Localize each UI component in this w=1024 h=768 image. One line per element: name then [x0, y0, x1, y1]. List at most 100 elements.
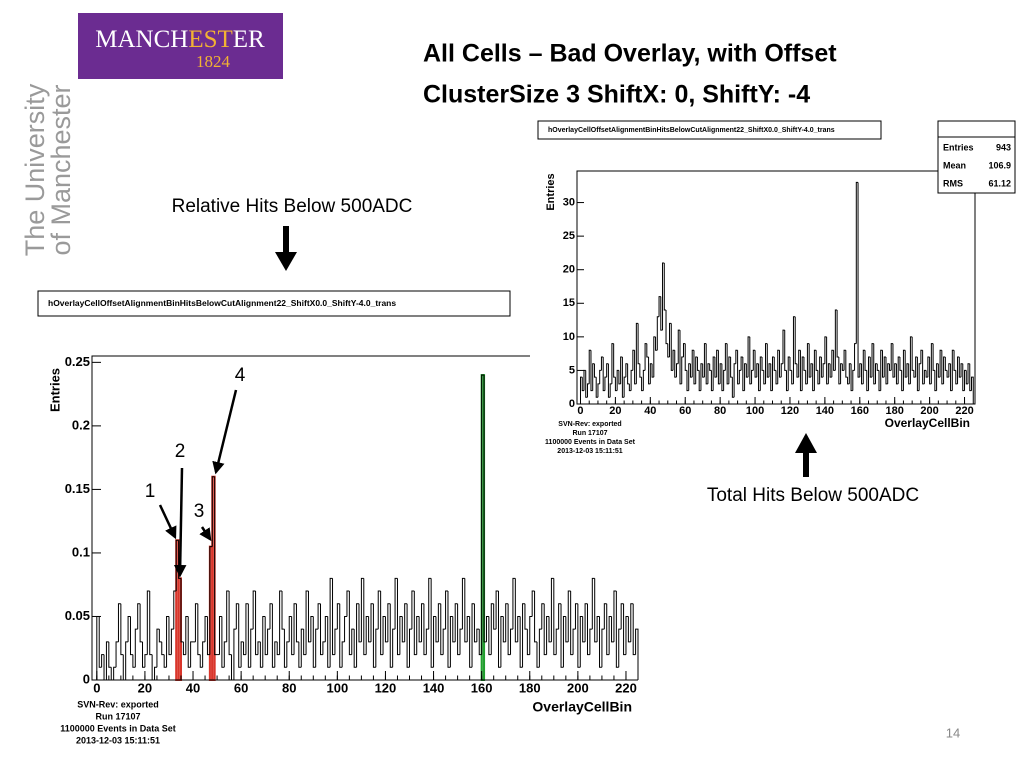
histogram-bin — [464, 578, 468, 643]
histogram-bin — [628, 383, 632, 392]
histogram-bin — [320, 603, 323, 656]
histogram-bin — [789, 356, 792, 371]
histogram-bin — [611, 343, 614, 384]
histogram-bin — [705, 343, 708, 385]
histogram-bin — [447, 591, 451, 668]
histogram-bin — [584, 603, 588, 642]
histogram-bin — [709, 363, 712, 371]
histogram-title: hOverlayCellOffsetAlignmentBinHitsBelowC… — [48, 298, 396, 308]
histogram-bin — [567, 590, 571, 642]
histogram-bin — [824, 336, 827, 364]
histogram-bin — [310, 615, 314, 642]
footer-text: 1100000 Events in Data Set — [60, 723, 176, 733]
histogram-bin — [621, 356, 625, 398]
marker-arrow — [199, 526, 212, 542]
histogram-bin — [923, 369, 927, 384]
histogram-bin — [459, 628, 463, 655]
histogram-bin — [228, 591, 232, 656]
histogram-bin — [305, 590, 309, 655]
histogram-bin — [322, 641, 326, 655]
histogram-bin — [625, 615, 629, 655]
histogram-bin — [495, 590, 499, 630]
histogram-bin — [960, 363, 963, 378]
histogram-bin — [607, 363, 611, 398]
footer-text: Run 17107 — [572, 430, 607, 437]
histogram-bin — [377, 590, 381, 630]
histogram-bin — [641, 377, 644, 392]
histogram-bin — [363, 578, 367, 656]
histogram-bin — [579, 376, 583, 404]
y-axis-label: Entries — [47, 368, 62, 412]
histogram-bin — [967, 363, 970, 384]
x-tick-label: 220 — [955, 405, 973, 417]
histogram-bin — [312, 616, 316, 668]
histogram-bin — [812, 363, 815, 392]
histogram-bin — [392, 628, 396, 668]
histogram-title-box — [537, 120, 882, 140]
x-tick-label: 140 — [423, 680, 445, 695]
histogram-bin — [187, 616, 191, 668]
histogram-bin — [488, 616, 492, 656]
histogram-bin — [803, 356, 806, 371]
histogram-bin — [293, 603, 297, 655]
histogram-bin — [880, 349, 883, 391]
histogram-bin — [721, 363, 724, 392]
x-tick-label: 80 — [714, 405, 726, 417]
arrow-head — [795, 433, 817, 453]
histogram-bin — [719, 363, 722, 384]
histogram-bin — [714, 356, 717, 378]
histogram-bin — [906, 363, 909, 378]
footer-text: 2013-12-03 15:11:51 — [76, 735, 160, 745]
histogram-bin — [370, 603, 374, 642]
histogram-bin — [679, 330, 682, 385]
histogram-bin — [586, 603, 590, 656]
histogram-bin — [481, 374, 485, 655]
histogram-bin — [841, 363, 845, 371]
histogram-bin — [190, 641, 194, 668]
histogram-bin — [428, 577, 432, 630]
histogram-bin — [430, 578, 434, 668]
histogram-bin — [817, 370, 820, 385]
histogram-bin — [925, 370, 928, 378]
histogram-bin — [168, 616, 172, 656]
histogram-bin — [416, 615, 420, 655]
histogram-bin — [859, 363, 862, 378]
histogram-bin — [745, 363, 749, 378]
histogram-bin — [735, 349, 738, 364]
histogram-bin — [869, 356, 873, 378]
histogram-bin — [529, 615, 533, 655]
histogram-bin — [770, 363, 773, 392]
histogram-bin — [744, 363, 747, 391]
histogram-bin — [579, 615, 583, 668]
marker-label: 3 — [194, 501, 205, 522]
histogram-bin — [375, 628, 379, 668]
histogram-bin — [831, 349, 834, 378]
histogram-bin — [944, 356, 948, 371]
histogram-bin — [586, 383, 590, 398]
histogram-bin — [700, 363, 703, 391]
histogram-bin — [662, 262, 665, 331]
chart: 0 5 10 15 20 25 30 0 20 40 60 80 100 120 140 160 180 200 2… — [537, 117, 1018, 457]
histogram-bin — [740, 356, 743, 371]
histogram-bin — [531, 590, 535, 617]
histogram-bin — [902, 349, 906, 391]
histogram-bin — [731, 377, 735, 398]
histogram-bin — [623, 603, 626, 656]
x-axis-label: OverlayCellBin — [532, 699, 632, 715]
slide-title: All Cells – Bad Overlay, with Offset — [423, 40, 837, 68]
histogram-bin — [457, 603, 461, 656]
histogram-bin — [696, 356, 700, 371]
slide-title: ClusterSize 3 ShiftX: 0, ShiftY: -4 — [423, 81, 810, 109]
histogram-bin — [693, 350, 696, 385]
histogram-bin — [941, 350, 944, 385]
histogram-bin — [772, 356, 775, 391]
histogram-bin — [733, 363, 736, 398]
histogram-bin — [681, 356, 684, 384]
x-tick-label: 20 — [609, 405, 621, 417]
histogram-bin — [618, 370, 621, 385]
x-tick-label: 140 — [816, 405, 834, 417]
y-tick-label: 0.2 — [72, 417, 90, 432]
logo-box — [78, 13, 283, 79]
x-tick-label: 60 — [234, 680, 248, 695]
histogram-bin — [635, 322, 639, 384]
